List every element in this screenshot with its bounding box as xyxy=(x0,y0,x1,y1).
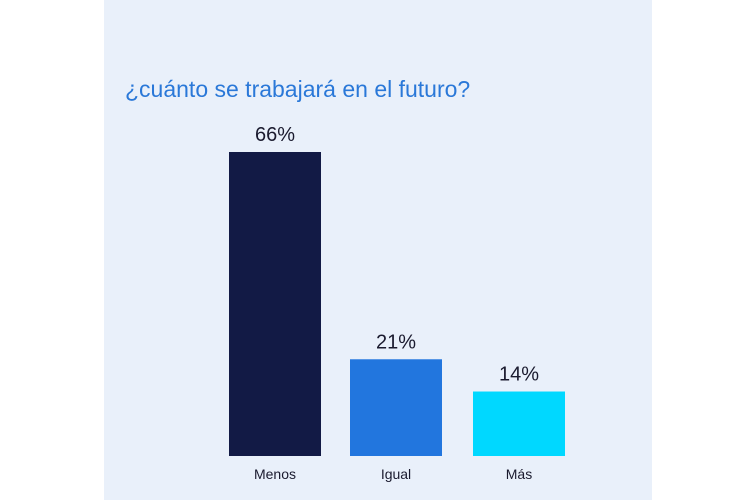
bar-menos xyxy=(229,152,321,456)
category-label-igual: Igual xyxy=(381,466,411,482)
value-label-igual: 21% xyxy=(376,331,416,353)
value-label-más: 14% xyxy=(499,364,539,386)
value-label-menos: 66% xyxy=(255,124,295,146)
bar-igual xyxy=(350,359,442,456)
chart-title: ¿cuánto se trabajará en el futuro? xyxy=(125,76,471,102)
bar-más xyxy=(473,391,565,456)
category-label-más: Más xyxy=(506,466,532,482)
category-label-menos: Menos xyxy=(254,466,296,482)
